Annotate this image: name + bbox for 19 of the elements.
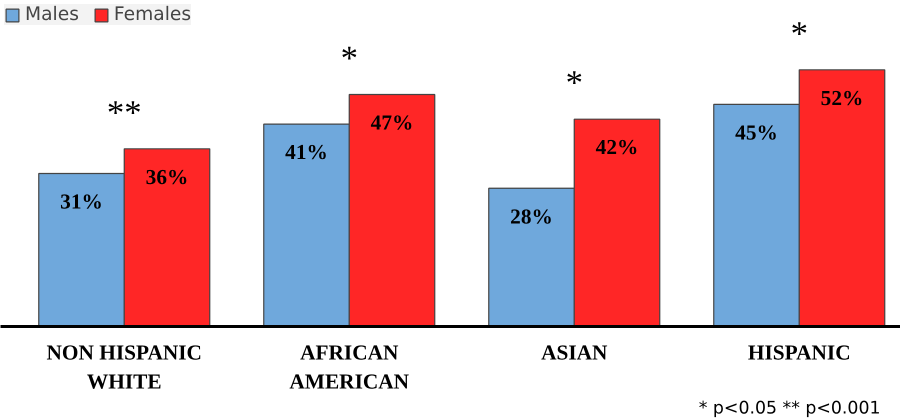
text: * p<0.05 ** p<0.001 — [698, 398, 881, 418]
annotation: * — [340, 39, 358, 78]
x-tick-label: AFRICAN AMERICAN — [289, 340, 410, 394]
data-label: 52% — [820, 86, 864, 110]
data-label: 36% — [146, 164, 188, 189]
annotation: * — [566, 64, 583, 102]
legend-label: Males — [25, 4, 79, 25]
x-tick-label: NON HISPANIC WHITE — [46, 340, 202, 394]
data-label: 31% — [60, 189, 103, 214]
x-tick-label: ASIAN — [541, 340, 608, 364]
data-label: 42% — [596, 135, 638, 160]
data-label: 45% — [735, 120, 778, 144]
text: * — [790, 14, 808, 53]
data-label: 28% — [510, 204, 553, 228]
x-tick-label: HISPANIC — [748, 340, 851, 364]
annotation: ** — [106, 94, 142, 132]
legend-label: Females — [114, 4, 192, 25]
data-label: 41% — [285, 140, 328, 164]
data-label: 47% — [370, 110, 414, 134]
